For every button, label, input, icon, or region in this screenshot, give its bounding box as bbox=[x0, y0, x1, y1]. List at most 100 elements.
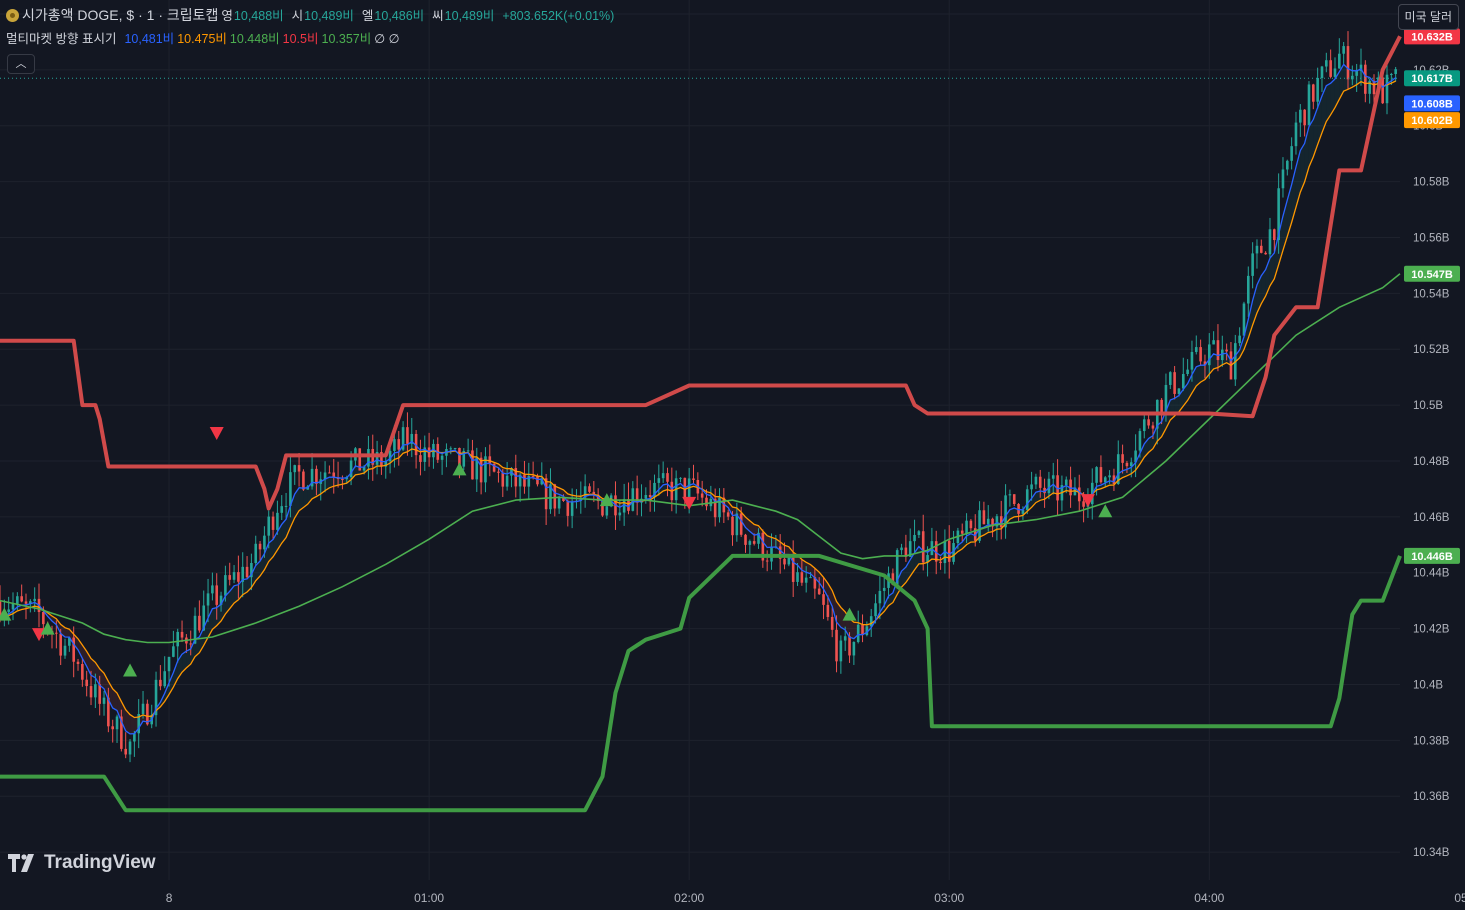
buy-signal-triangle bbox=[123, 663, 138, 677]
candle-body bbox=[679, 477, 682, 479]
ma-cloud-segment bbox=[1326, 83, 1331, 122]
ma-cloud-segment bbox=[325, 477, 330, 491]
candle-body bbox=[293, 465, 297, 473]
x-tick-label: 03:00 bbox=[934, 891, 964, 905]
lower-band-line bbox=[0, 553, 1402, 813]
candle-body bbox=[1268, 229, 1272, 255]
candle-body bbox=[475, 457, 479, 480]
candle-body bbox=[1125, 462, 1129, 467]
ma-cloud-segment bbox=[169, 672, 174, 695]
price-label-text: 10.632B bbox=[1411, 31, 1453, 43]
indicator-value-slow: 10.448비 bbox=[229, 32, 280, 46]
symbol-title[interactable]: 시가총액 DOGE, $ · 1 · 크립토캡 bbox=[22, 7, 219, 23]
x-tick-label: 01:00 bbox=[414, 891, 444, 905]
buy-signal-triangle bbox=[1098, 504, 1113, 518]
candle-body bbox=[995, 516, 999, 527]
candle-body bbox=[778, 546, 782, 559]
candle-body bbox=[861, 624, 864, 636]
buy-signal-triangle bbox=[452, 462, 467, 476]
upper-band-line bbox=[0, 35, 1402, 511]
candle-body bbox=[1281, 169, 1285, 189]
candle-body bbox=[1364, 64, 1367, 94]
ma-cloud-segment bbox=[255, 560, 261, 581]
candle-body bbox=[1186, 369, 1189, 375]
candle-body bbox=[1299, 109, 1302, 123]
x-tick-label: 05:00 bbox=[1454, 891, 1465, 905]
ma-cloud-segment bbox=[186, 648, 191, 668]
low-label: 엘 bbox=[361, 9, 374, 23]
candle-body bbox=[224, 575, 227, 596]
candle-body bbox=[926, 555, 929, 563]
candle-body bbox=[1390, 74, 1393, 76]
buy-signal-triangle bbox=[40, 621, 55, 635]
candle-body bbox=[596, 494, 600, 502]
candle-body bbox=[947, 540, 951, 562]
indicator-value-upper: 10.5비 bbox=[282, 32, 319, 46]
candle-body bbox=[289, 472, 292, 506]
candle-body bbox=[544, 478, 548, 510]
change-value: +803.652K(+0.01%) bbox=[502, 9, 615, 23]
candle-body bbox=[1216, 340, 1220, 361]
candle-body bbox=[484, 456, 487, 483]
candle-body bbox=[198, 615, 201, 631]
candle-body bbox=[137, 714, 140, 734]
x-tick-label: 8 bbox=[166, 891, 173, 905]
ma-cloud-segment bbox=[888, 592, 893, 606]
candle-body bbox=[1264, 252, 1267, 255]
candle-body bbox=[731, 516, 734, 536]
candle-body bbox=[1043, 487, 1046, 494]
candle-body bbox=[1273, 229, 1276, 241]
ma-cloud-segment bbox=[216, 604, 222, 626]
candle-body bbox=[1138, 431, 1142, 451]
candle-body bbox=[661, 473, 665, 479]
candle-body bbox=[1142, 419, 1146, 432]
candle-body bbox=[1381, 77, 1384, 104]
ma-cloud-segment bbox=[1339, 64, 1344, 100]
candle-body bbox=[986, 518, 990, 525]
candle-body bbox=[237, 572, 240, 582]
candle-body bbox=[1025, 489, 1029, 511]
candle-body bbox=[1077, 487, 1081, 502]
candle-body bbox=[700, 493, 704, 498]
candle-body bbox=[141, 703, 145, 715]
collapse-legend-button[interactable]: ︿ bbox=[7, 54, 35, 74]
candle-body bbox=[644, 494, 648, 499]
chevron-up-icon: ︿ bbox=[15, 58, 27, 70]
indicator-name[interactable]: 멀티마켓 방향 표시기 bbox=[6, 32, 117, 46]
candle-body bbox=[1103, 477, 1107, 483]
candle-body bbox=[1277, 188, 1280, 241]
candle-body bbox=[20, 596, 23, 602]
candle-body bbox=[302, 471, 305, 490]
ma-cloud-segment bbox=[849, 618, 854, 639]
doge-coin-icon bbox=[6, 9, 19, 22]
candle-body bbox=[891, 573, 895, 585]
candle-body bbox=[215, 585, 219, 605]
candle-body bbox=[1190, 351, 1194, 370]
candle-body bbox=[11, 603, 15, 610]
candle-body bbox=[796, 572, 799, 582]
candle-body bbox=[453, 447, 457, 449]
ma-cloud-segment bbox=[229, 585, 235, 609]
candle-body bbox=[1069, 479, 1072, 496]
candle-body bbox=[527, 476, 531, 487]
candle-body bbox=[310, 468, 314, 487]
candle-body bbox=[33, 598, 36, 602]
candle-body bbox=[969, 520, 973, 529]
candle-body bbox=[72, 637, 75, 662]
price-label-text: 10.617B bbox=[1411, 73, 1453, 85]
candle-body bbox=[211, 585, 214, 594]
candle-body bbox=[635, 488, 639, 503]
candle-body bbox=[85, 679, 88, 687]
ma-cloud-segment bbox=[268, 539, 274, 562]
currency-button[interactable]: 미국 달러 bbox=[1397, 4, 1459, 30]
candle-body bbox=[1168, 372, 1172, 385]
candle-body bbox=[809, 577, 812, 579]
ma-cloud-segment bbox=[1269, 252, 1275, 286]
candle-body bbox=[124, 748, 127, 755]
ma-cloud-segment bbox=[728, 501, 733, 516]
price-label-text: 10.446B bbox=[1411, 551, 1453, 563]
candle-body bbox=[761, 532, 765, 561]
candle-body bbox=[1173, 372, 1176, 394]
